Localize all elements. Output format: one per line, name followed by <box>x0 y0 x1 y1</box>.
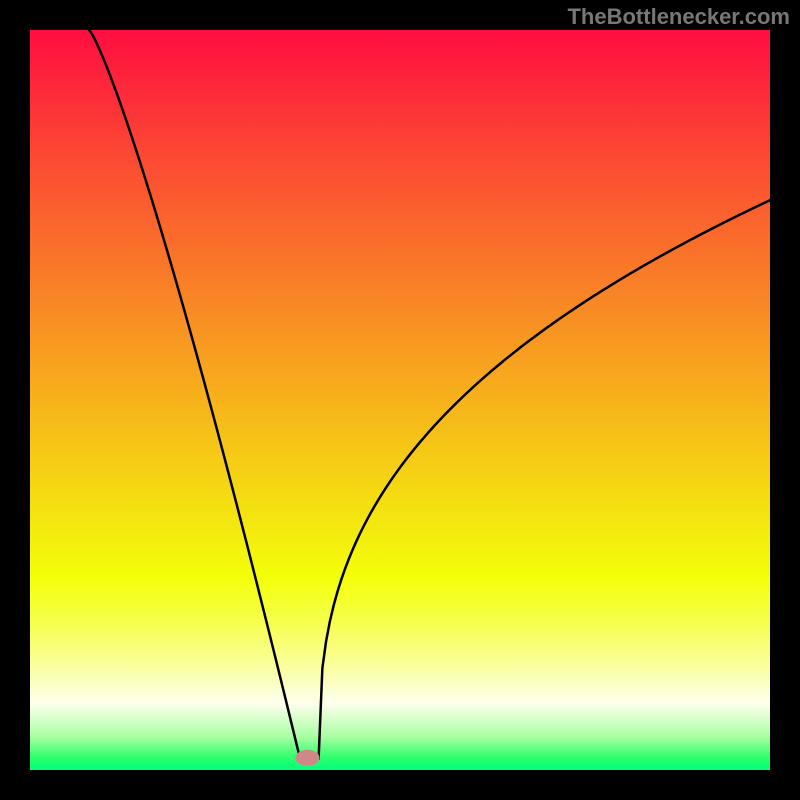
frame-border <box>770 0 800 800</box>
optimal-marker <box>296 750 320 766</box>
watermark-text: TheBottlenecker.com <box>567 4 790 30</box>
plot-background <box>30 30 770 770</box>
bottleneck-chart <box>0 0 800 800</box>
frame-border <box>0 0 30 800</box>
frame-border <box>0 770 800 800</box>
chart-container: TheBottlenecker.com <box>0 0 800 800</box>
